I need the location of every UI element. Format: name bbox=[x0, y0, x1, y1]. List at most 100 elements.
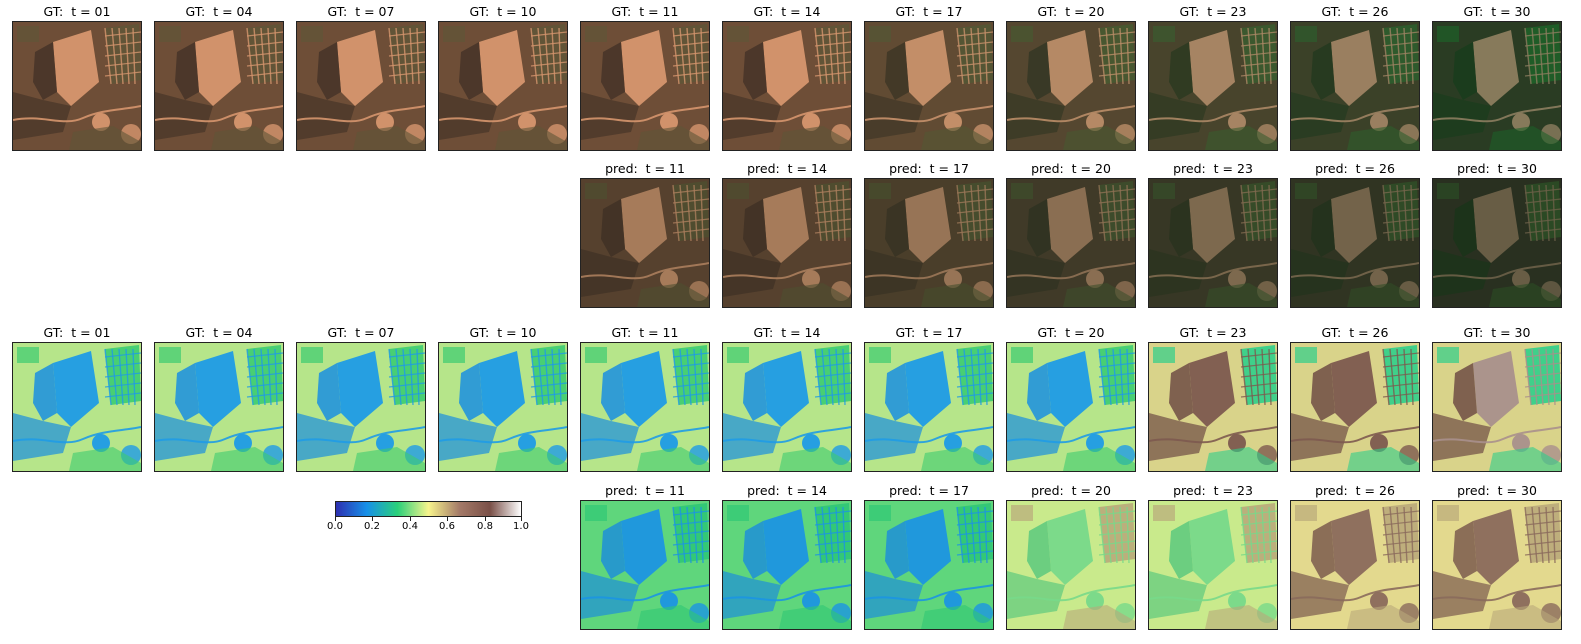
scene-image bbox=[155, 343, 283, 471]
panel-image bbox=[438, 342, 568, 472]
panel-title: pred: t = 11 bbox=[605, 483, 685, 498]
panel-title: pred: t = 26 bbox=[1315, 483, 1395, 498]
panel-image bbox=[1432, 178, 1562, 308]
panel-image bbox=[1290, 178, 1420, 308]
scene-image bbox=[1291, 179, 1419, 307]
scene-image bbox=[13, 343, 141, 471]
panel-image bbox=[864, 21, 994, 151]
scene-image bbox=[1149, 179, 1277, 307]
scene-image bbox=[1149, 501, 1277, 629]
panel-image bbox=[1006, 178, 1136, 308]
scene-image bbox=[1291, 501, 1419, 629]
panel-title: GT: t = 11 bbox=[611, 325, 679, 340]
panel-title: GT: t = 04 bbox=[185, 4, 253, 19]
panel-image bbox=[864, 178, 994, 308]
scene-image bbox=[723, 343, 851, 471]
panel-image bbox=[1148, 21, 1278, 151]
panel-image bbox=[1290, 342, 1420, 472]
panel-image bbox=[722, 178, 852, 308]
panel-title: pred: t = 17 bbox=[889, 483, 969, 498]
scene-image bbox=[1007, 343, 1135, 471]
panel-title: GT: t = 14 bbox=[753, 325, 821, 340]
panel-image bbox=[296, 21, 426, 151]
panel-title: GT: t = 10 bbox=[469, 325, 537, 340]
scene-image bbox=[1291, 22, 1419, 150]
scene-image bbox=[1149, 22, 1277, 150]
panel-title: GT: t = 07 bbox=[327, 4, 395, 19]
panel-title: pred: t = 30 bbox=[1457, 161, 1537, 176]
panel-image bbox=[580, 342, 710, 472]
scene-image bbox=[1433, 22, 1561, 150]
scene-image bbox=[581, 22, 709, 150]
panel-image bbox=[722, 21, 852, 151]
panel-title: pred: t = 23 bbox=[1173, 483, 1253, 498]
panel-image bbox=[864, 500, 994, 630]
panel-image bbox=[154, 342, 284, 472]
scene-image bbox=[1433, 501, 1561, 629]
colorbar-tick-label: 1.0 bbox=[513, 521, 529, 532]
panel-title: pred: t = 23 bbox=[1173, 161, 1253, 176]
panel-image bbox=[1148, 178, 1278, 308]
scene-image bbox=[581, 343, 709, 471]
panel-title: pred: t = 14 bbox=[747, 483, 827, 498]
scene-image bbox=[723, 179, 851, 307]
panel-image bbox=[580, 500, 710, 630]
panel-image bbox=[1006, 342, 1136, 472]
panel-title: GT: t = 01 bbox=[43, 325, 111, 340]
panel-image bbox=[722, 342, 852, 472]
colorbar-tick-label: 0.2 bbox=[364, 521, 380, 532]
panel-title: pred: t = 11 bbox=[605, 161, 685, 176]
panel-title: GT: t = 30 bbox=[1463, 4, 1531, 19]
panel-title: pred: t = 14 bbox=[747, 161, 827, 176]
scene-image bbox=[439, 22, 567, 150]
panel-title: GT: t = 26 bbox=[1321, 325, 1389, 340]
panel-title: GT: t = 17 bbox=[895, 4, 963, 19]
panel-image bbox=[1432, 21, 1562, 151]
scene-image bbox=[865, 343, 993, 471]
colorbar-tick-label: 0.0 bbox=[327, 521, 343, 532]
colorbar-tick-label: 0.6 bbox=[439, 521, 455, 532]
scene-image bbox=[865, 22, 993, 150]
panel-title: GT: t = 17 bbox=[895, 325, 963, 340]
scene-image bbox=[1433, 179, 1561, 307]
colorbar-tick bbox=[372, 517, 373, 521]
panel-image bbox=[722, 500, 852, 630]
panel-title: pred: t = 30 bbox=[1457, 483, 1537, 498]
scene-image bbox=[723, 501, 851, 629]
panel-image bbox=[1148, 342, 1278, 472]
panel-title: pred: t = 17 bbox=[889, 161, 969, 176]
panel-title: GT: t = 23 bbox=[1179, 325, 1247, 340]
scene-image bbox=[297, 22, 425, 150]
panel-title: GT: t = 11 bbox=[611, 4, 679, 19]
panel-image bbox=[12, 21, 142, 151]
scene-image bbox=[865, 179, 993, 307]
colorbar-ticks: 0.0 0.2 0.4 0.6 0.8 1.0 bbox=[327, 517, 529, 537]
panel-image bbox=[1432, 500, 1562, 630]
panel-image bbox=[296, 342, 426, 472]
colorbar-tick-label: 0.8 bbox=[477, 521, 493, 532]
panel-image bbox=[1290, 21, 1420, 151]
scene-image bbox=[581, 179, 709, 307]
scene-image bbox=[1149, 343, 1277, 471]
panel-image bbox=[1432, 342, 1562, 472]
panel-title: GT: t = 01 bbox=[43, 4, 111, 19]
scene-image bbox=[1291, 343, 1419, 471]
colorbar-tick bbox=[447, 517, 448, 521]
panel-image bbox=[864, 342, 994, 472]
panel-image bbox=[438, 21, 568, 151]
colorbar-tick-label: 0.4 bbox=[402, 521, 418, 532]
panel-image bbox=[580, 21, 710, 151]
scene-image bbox=[439, 343, 567, 471]
panel-image bbox=[580, 178, 710, 308]
scene-image bbox=[1433, 343, 1561, 471]
scene-image bbox=[1007, 22, 1135, 150]
scene-image bbox=[1007, 179, 1135, 307]
panel-image bbox=[1006, 21, 1136, 151]
panel-image bbox=[154, 21, 284, 151]
panel-title: GT: t = 30 bbox=[1463, 325, 1531, 340]
panel-title: GT: t = 20 bbox=[1037, 4, 1105, 19]
scene-image bbox=[155, 22, 283, 150]
scene-image bbox=[723, 22, 851, 150]
panel-title: GT: t = 10 bbox=[469, 4, 537, 19]
panel-image bbox=[1148, 500, 1278, 630]
